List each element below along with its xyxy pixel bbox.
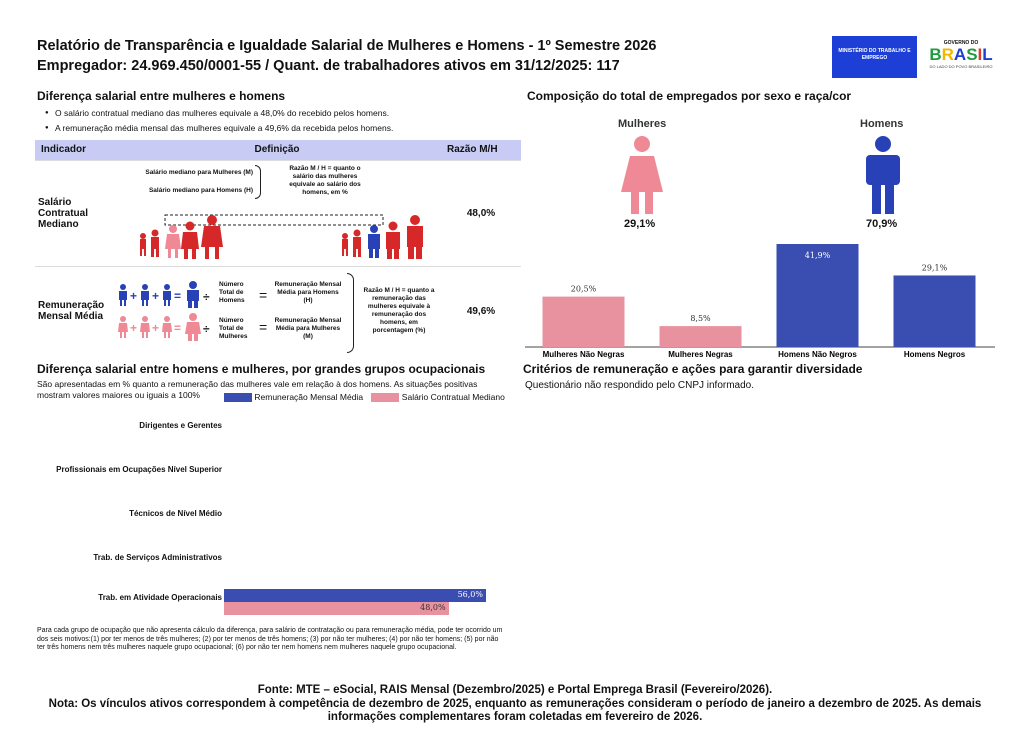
bar-2 xyxy=(659,326,742,347)
svg-text:+: + xyxy=(152,289,159,303)
brace xyxy=(255,164,261,199)
men-pct: 70,9% xyxy=(866,218,898,230)
th-definition: Definição xyxy=(107,140,441,160)
median-figures xyxy=(140,214,423,259)
report-title: Relatório de Transparência e Igualdade S… xyxy=(37,38,657,54)
occupational-note: Para cada grupo de ocupação que não apre… xyxy=(37,627,503,651)
occupational-title: Diferença salarial entre homens e mulher… xyxy=(37,362,486,376)
equals-men: = xyxy=(259,286,268,303)
occupation-bar-value: 56,0% xyxy=(457,590,483,599)
occupation-bar-value: 48,0% xyxy=(420,603,446,612)
salary-gap-title: Diferença salarial entre mulheres e home… xyxy=(37,89,286,103)
gov-brasil-logo: GOVERNO DO BRASIL DO LADO DO POVO BRASIL… xyxy=(922,36,1000,78)
def-median-men: Salário mediano para Homens (H) xyxy=(148,186,253,194)
num-men: Número Total de Homens xyxy=(219,280,245,304)
legend-swatch-rem xyxy=(224,393,252,403)
occupation-label: Trab. de Serviços Administrativos xyxy=(93,553,222,562)
occupation-label: Dirigentes e Gerentes xyxy=(139,421,222,430)
employer-info: Empregador: 24.969.450/0001-55 / Quant. … xyxy=(37,58,620,74)
man-icon xyxy=(866,136,900,214)
svg-text:=: = xyxy=(174,289,181,303)
footer-note: Nota: Os vínculos ativos correspondem à … xyxy=(48,698,982,723)
bullet-average: A remuneração média mensal das mulheres … xyxy=(45,121,515,136)
equals-women: = xyxy=(259,318,268,335)
composition-title: Composição do total de empregados por se… xyxy=(527,89,852,103)
occupational-bar-chart: Dirigentes e Gerentes Profissionais em Oc… xyxy=(0,405,520,625)
occupational-subtitle: São apresentadas em % quanto a remuneraç… xyxy=(37,379,478,400)
legend-sal: Salário Contratual Mediano xyxy=(401,392,505,402)
gov-logo-top: GOVERNO DO xyxy=(943,40,979,46)
row-median-definition: Salário mediano para Mulheres (M) Salári… xyxy=(107,159,441,266)
category-label: Homens Não Negros xyxy=(778,350,857,359)
brace xyxy=(347,272,354,353)
bullet-median: O salário contratual mediano das mulhere… xyxy=(45,106,515,121)
bar-value-label: 20,5% xyxy=(571,285,597,294)
bar-1 xyxy=(542,296,625,347)
row-average-indicator: Remuneração Mensal Média xyxy=(35,265,107,356)
rem-women: Remuneração Mensal Média para Mulheres (… xyxy=(274,316,342,340)
bar-value-label: 41,9% xyxy=(805,251,831,260)
legend-swatch-sal xyxy=(371,393,400,403)
gov-logo-bottom: DO LADO DO POVO BRASILEIRO xyxy=(929,64,993,69)
bar-value-label: 8,5% xyxy=(690,314,711,323)
salary-gap-bullets: O salário contratual mediano das mulhere… xyxy=(45,106,515,136)
svg-text:+: + xyxy=(130,289,137,303)
mte-logo: MINISTÉRIO DO TRABALHO E EMPREGO xyxy=(832,36,917,78)
average-ratio-note: Razão M / H = quanto a remuneração das m… xyxy=(363,286,435,334)
occupation-label: Profissionais em Ocupações Nível Superio… xyxy=(56,465,222,474)
row-median-indicator: Salário Contratual Mediano xyxy=(35,159,107,266)
category-label: Mulheres Não Negras xyxy=(543,350,625,359)
men-label: Homens xyxy=(860,118,904,130)
svg-text:÷: ÷ xyxy=(203,290,210,304)
occupation-label: Trab. em Atividade Operacionais xyxy=(98,593,222,602)
median-ratio-note: Razão M / H = quanto o salário das mulhe… xyxy=(289,164,361,196)
composition-bar-chart: 20,5% Mulheres Não Negras 8,5% Mulheres Neg… xyxy=(525,244,995,359)
women-label: Mulheres xyxy=(618,118,667,130)
indicator-table: Indicador Definição Razão M/H Salário Co… xyxy=(35,140,521,356)
num-women: Número Total de Mulheres xyxy=(219,316,248,340)
occupation-bar-rem: 56,0% xyxy=(224,589,486,602)
woman-icon xyxy=(621,136,663,214)
legend-rem: Remuneração Mensal Média xyxy=(254,392,364,402)
average-formula-figures: + + = ÷ + + = ÷ xyxy=(118,280,210,341)
svg-text:=: = xyxy=(174,321,181,335)
category-label: Homens Negros xyxy=(904,350,966,359)
mte-logo-text: MINISTÉRIO DO TRABALHO E EMPREGO xyxy=(838,48,911,61)
gov-logo-main: BRASIL xyxy=(929,45,993,64)
row-average-value: 49,6% xyxy=(441,265,521,356)
row-median-value: 48,0% xyxy=(441,159,521,266)
occupation-label: Técnicos de Nível Médio xyxy=(129,509,222,518)
bar-4 xyxy=(893,275,976,347)
category-label: Mulheres Negras xyxy=(668,350,733,359)
criteria-title: Critérios de remuneração e ações para ga… xyxy=(523,362,863,376)
rem-men: Remuneração Mensal Média para Homens (H) xyxy=(274,280,342,304)
svg-text:+: + xyxy=(130,321,137,335)
women-pct: 29,1% xyxy=(624,218,656,230)
bar-3 xyxy=(776,244,859,347)
def-median-women: Salário mediano para Mulheres (M) xyxy=(145,168,253,176)
occupation-bar-sal: 48,0% xyxy=(224,602,449,615)
th-indicator: Indicador xyxy=(35,140,107,160)
th-ratio: Razão M/H xyxy=(441,140,521,160)
occupational-legend: Remuneração Mensal Média Salário Contrat… xyxy=(224,392,505,403)
svg-text:+: + xyxy=(152,321,159,335)
footer-source: Fonte: MTE – eSocial, RAIS Mensal (Dezem… xyxy=(257,684,773,696)
svg-text:÷: ÷ xyxy=(203,322,210,336)
row-average-definition: + + = ÷ + + = ÷ xyxy=(107,265,441,356)
criteria-text: Questionário não respondido pelo CNPJ in… xyxy=(525,380,755,391)
bar-value-label: 29,1% xyxy=(922,263,948,272)
